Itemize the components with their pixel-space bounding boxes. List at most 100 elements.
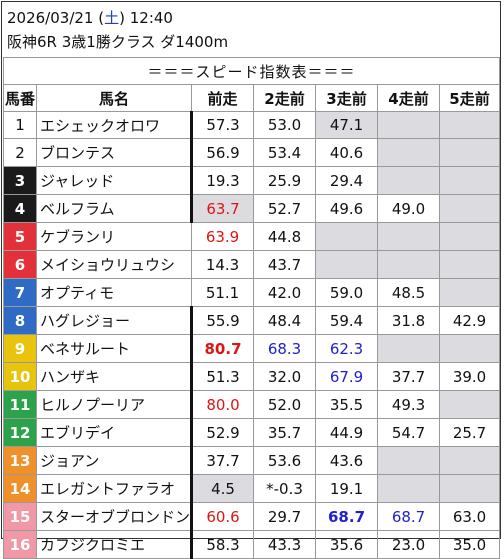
speed-index-4-ago	[377, 138, 441, 167]
speed-index-5-ago	[439, 278, 501, 307]
speed-index-5-ago: 35.0	[439, 530, 501, 559]
speed-index-3-ago: 67.9	[315, 362, 379, 391]
race-date: 2026/03/21	[7, 9, 94, 27]
table-row: 4 ベルフラム 63.7 52.7 49.6 49.0	[3, 194, 501, 223]
horse-number: 6	[3, 250, 37, 279]
speed-index-4-ago	[377, 222, 441, 251]
speed-index-2-ago: 25.9	[253, 166, 317, 195]
speed-index-5-ago	[439, 138, 501, 167]
speed-index-last: 57.3	[191, 111, 255, 139]
col-header-last: 前走	[191, 84, 255, 112]
speed-index-3-ago	[315, 250, 379, 279]
table-row: 6 メイショウリュウシ 14.3 43.7	[3, 250, 501, 279]
speed-index-4-ago: 49.3	[377, 390, 441, 419]
speed-index-last: 58.3	[191, 530, 255, 559]
speed-index-3-ago: 49.6	[315, 194, 379, 223]
speed-index-2-ago: 35.7	[253, 418, 317, 447]
race-time: 12:40	[129, 9, 173, 27]
speed-index-4-ago	[377, 111, 441, 139]
speed-index-5-ago	[439, 111, 501, 139]
horse-number: 11	[3, 390, 37, 419]
speed-index-last: 55.9	[191, 306, 255, 335]
speed-index-4-ago	[377, 250, 441, 279]
table-row: 16 カフジクロミエ 58.3 43.3 35.6 23.0 35.0	[3, 530, 501, 559]
horse-name: ハンザキ	[35, 362, 194, 391]
speed-index-5-ago: 25.7	[439, 418, 501, 447]
horse-number: 12	[3, 418, 37, 447]
speed-index-2-ago: 53.0	[253, 111, 317, 139]
speed-index-2-ago: 68.3	[253, 334, 317, 363]
speed-index-3-ago: 62.3	[315, 334, 379, 363]
speed-index-last: 19.3	[191, 166, 255, 195]
speed-index-2-ago: 42.0	[253, 278, 317, 307]
speed-index-3-ago: 19.1	[315, 474, 379, 503]
horse-name: エレガントファラオ	[35, 474, 194, 503]
horse-name: オプティモ	[35, 278, 193, 307]
speed-index-5-ago	[439, 390, 501, 419]
speed-index-2-ago: 53.4	[253, 138, 317, 167]
speed-index-3-ago: 43.6	[315, 446, 379, 475]
speed-index-3-ago	[315, 222, 379, 251]
speed-index-3-ago: 59.0	[315, 278, 379, 307]
speed-index-last: 51.1	[191, 278, 255, 307]
horse-number: 2	[3, 138, 37, 167]
speed-index-5-ago	[439, 334, 501, 363]
horse-number: 14	[3, 474, 37, 503]
speed-index-3-ago: 47.1	[315, 111, 379, 139]
speed-index-5-ago	[439, 474, 501, 503]
speed-index-5-ago	[439, 194, 501, 223]
speed-index-last: 14.3	[191, 250, 255, 279]
horse-name: ベルフラム	[35, 194, 194, 223]
speed-index-4-ago	[377, 446, 441, 475]
speed-index-last: 63.7	[191, 194, 255, 223]
table-row: 5 ケブランリ 63.9 44.8	[3, 222, 501, 251]
speed-index-last: 4.5	[191, 474, 255, 503]
col-header-3-ago: 3走前	[315, 84, 379, 112]
horse-number: 7	[3, 278, 37, 307]
horse-number: 13	[3, 446, 37, 475]
col-header-horse: 馬名	[35, 84, 193, 112]
speed-index-5-ago	[439, 222, 501, 251]
speed-index-5-ago: 39.0	[439, 362, 501, 391]
table-caption: ＝＝＝スピード指数表＝＝＝	[2, 57, 501, 85]
race-title: 阪神6R 3歳1勝クラス ダ1400m	[7, 33, 229, 51]
speed-index-5-ago	[439, 446, 501, 475]
horse-number: 4	[3, 194, 37, 223]
horse-number: 10	[3, 362, 37, 391]
col-header-4-ago: 4走前	[377, 84, 441, 112]
table-row: 10 ハンザキ 51.3 32.0 67.9 37.7 39.0	[3, 362, 501, 391]
speed-index-4-ago: 54.7	[377, 418, 441, 447]
speed-index-3-ago: 44.9	[315, 418, 379, 447]
table-row: 7 オプティモ 51.1 42.0 59.0 48.5	[3, 278, 501, 307]
horse-name: ケブランリ	[35, 222, 193, 251]
horse-name: ハグレジョー	[35, 306, 194, 335]
speed-index-4-ago	[377, 334, 441, 363]
speed-index-5-ago	[439, 166, 501, 195]
speed-index-4-ago: 37.7	[377, 362, 441, 391]
horse-number: 1	[3, 111, 37, 139]
table-row: 9 ベネサルート 80.7 68.3 62.3	[3, 334, 501, 363]
speed-index-4-ago	[377, 166, 441, 195]
col-header-2-ago: 2走前	[253, 84, 317, 112]
speed-index-2-ago: 52.0	[253, 390, 317, 419]
speed-index-3-ago: 35.6	[315, 530, 379, 559]
speed-index-table: ＝＝＝スピード指数表＝＝＝ 馬番 馬名 前走 2走前 3走前 4走前 5走前 1…	[2, 57, 501, 559]
horse-number: 9	[3, 334, 37, 363]
horse-number: 5	[3, 222, 37, 251]
horse-number: 8	[3, 306, 37, 335]
table-row: 8 ハグレジョー 55.9 48.4 59.4 31.8 42.9	[3, 306, 501, 335]
table-row: 14 エレガントファラオ 4.5 *-0.3 19.1	[3, 474, 501, 503]
table-row: 12 エブリデイ 52.9 35.7 44.9 54.7 25.7	[3, 418, 501, 447]
race-datetime: 2026/03/21 (土) 12:40	[7, 9, 173, 27]
speed-index-5-ago: 63.0	[439, 502, 501, 531]
horse-name: ジャレッド	[35, 166, 194, 195]
col-header-5-ago: 5走前	[439, 84, 501, 112]
speed-index-last: 56.9	[191, 138, 255, 167]
speed-index-2-ago: 53.6	[253, 446, 317, 475]
table-row: 2 ブロンテス 56.9 53.4 40.6	[3, 138, 501, 167]
horse-name: ブロンテス	[35, 138, 194, 167]
horse-name: メイショウリュウシ	[35, 250, 193, 279]
horse-name: ヒルノプーリア	[35, 390, 194, 419]
horse-name: エブリデイ	[35, 418, 194, 447]
speed-index-2-ago: 43.3	[253, 530, 317, 559]
